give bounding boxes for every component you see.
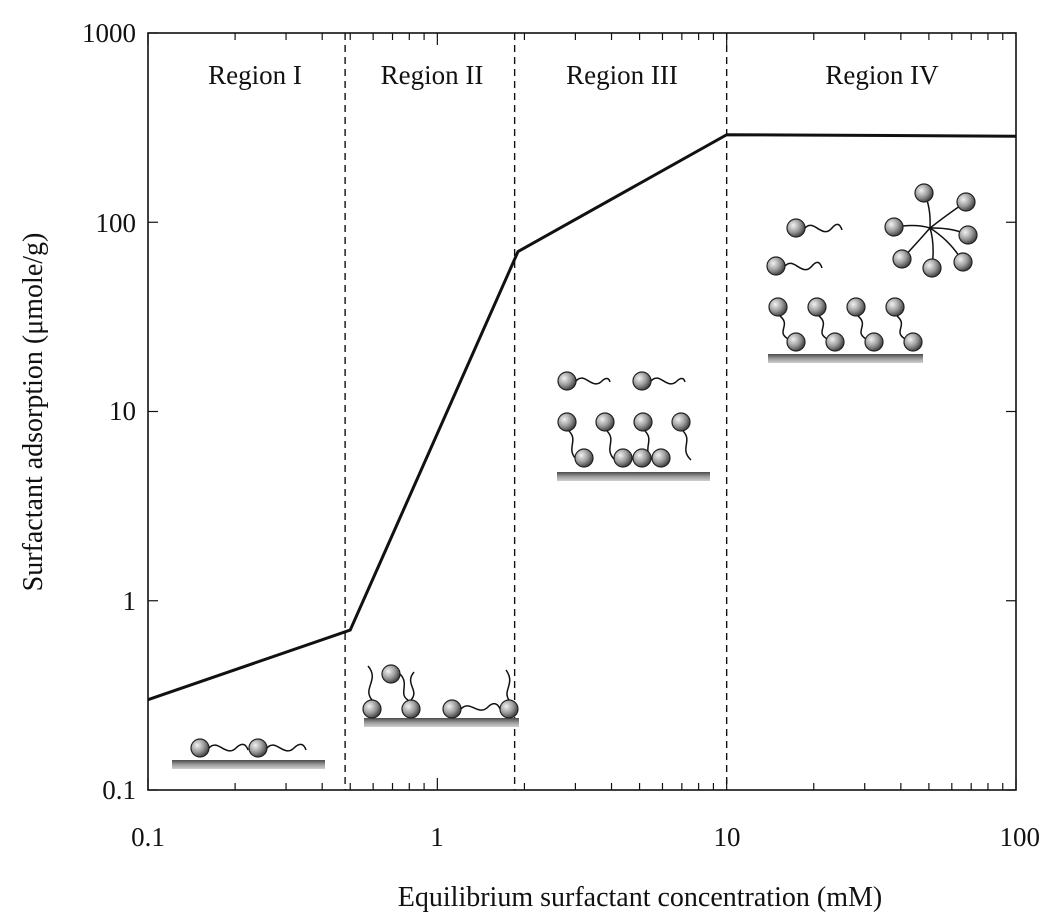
y-axis-tick-labels: 0.1 1 10 100 1000	[82, 18, 136, 805]
surfactant-head	[885, 297, 905, 317]
surfactant-head	[671, 412, 691, 432]
surfactant-head	[632, 371, 652, 391]
surfactant-tail	[818, 315, 830, 341]
surfactant-head	[846, 297, 866, 317]
mineral-surface	[364, 718, 519, 727]
surfactant-tail	[606, 430, 616, 461]
surfactant-head	[766, 256, 786, 276]
y-axis-ticks	[148, 32, 1016, 791]
surfactant-tail	[409, 671, 415, 701]
surfactant-tail	[399, 673, 409, 701]
region-label-3: Region III	[566, 60, 678, 90]
surfactant-tail	[208, 743, 249, 752]
surfactant-head	[401, 699, 421, 719]
x-axis-ticks	[147, 33, 1017, 790]
y-tick-label-3: 100	[96, 208, 137, 238]
y-tick-label-4: 1000	[82, 18, 136, 48]
surfactant-tail	[896, 315, 908, 341]
plot-frame	[147, 32, 1017, 791]
x-tick-label-1: 1	[430, 822, 444, 852]
x-axis-title: Equilibrium surfactant concentration (mM…	[398, 882, 882, 913]
surfactant-head	[958, 225, 978, 245]
x-tick-label-3: 100	[1000, 822, 1041, 852]
surfactant-tail	[650, 377, 686, 385]
surfactant-head	[953, 252, 973, 272]
surfactant-head	[884, 217, 904, 237]
region-label-1: Region I	[208, 60, 302, 90]
surfactant-tail	[367, 665, 374, 701]
surfactant-head	[381, 664, 401, 684]
surfactant-head	[442, 699, 462, 719]
surfactant-head	[574, 448, 594, 468]
x-axis-tick-labels: 0.1 1 10 100	[131, 822, 1040, 852]
mineral-surface	[557, 472, 710, 481]
surfactant-head	[632, 448, 652, 468]
surfactant-head	[903, 332, 923, 352]
mineral-surface	[768, 354, 923, 363]
surfactant-head	[248, 738, 268, 758]
region-label-4: Region IV	[825, 60, 939, 90]
surfactant-tail	[784, 261, 823, 271]
surfactant-head	[557, 412, 577, 432]
surfactant-head	[914, 183, 934, 203]
surfactant-head	[362, 699, 382, 719]
surfactant-head	[613, 448, 633, 468]
x-tick-label-0: 0.1	[131, 822, 165, 852]
surfactant-head	[786, 218, 806, 238]
surfactant-head	[499, 699, 519, 719]
region-labels: Region I Region II Region III Region IV	[208, 60, 939, 90]
surfactant-head	[892, 249, 912, 269]
surfactant-tail	[266, 743, 307, 752]
surfactant-tail	[682, 430, 692, 461]
mineral-surface	[172, 760, 325, 769]
surfactant-head	[651, 448, 671, 468]
surfactant-head	[807, 297, 827, 317]
surfactant-head	[633, 412, 653, 432]
y-tick-label-2: 10	[109, 396, 136, 426]
surfactant-tail	[857, 315, 869, 341]
y-axis-title: Surfactant adsorption (μmole/g)	[18, 233, 49, 592]
y-tick-label-1: 1	[123, 586, 137, 616]
surfactant-head	[825, 332, 845, 352]
region-dividers	[344, 33, 728, 790]
x-tick-label-2: 10	[714, 822, 741, 852]
surfactant-head	[922, 258, 942, 278]
surfactant-head	[768, 297, 788, 317]
surfactant-tail	[575, 377, 611, 385]
series-group	[147, 133, 1017, 702]
surfactant-head	[786, 332, 806, 352]
surfactant-head	[557, 371, 577, 391]
surfactant-head	[595, 412, 615, 432]
region-label-2: Region II	[381, 60, 484, 90]
surfactant-tail	[804, 223, 843, 233]
surfactant-tail	[460, 702, 501, 711]
y-tick-label-0: 0.1	[102, 775, 136, 805]
surfactant-schematics	[172, 183, 978, 769]
surfactant-head	[956, 192, 976, 212]
surfactant-tail	[505, 669, 511, 701]
surfactant-head	[190, 738, 210, 758]
surfactant-head	[864, 332, 884, 352]
series-line-0	[147, 133, 1017, 702]
surfactant-tail	[779, 315, 791, 341]
